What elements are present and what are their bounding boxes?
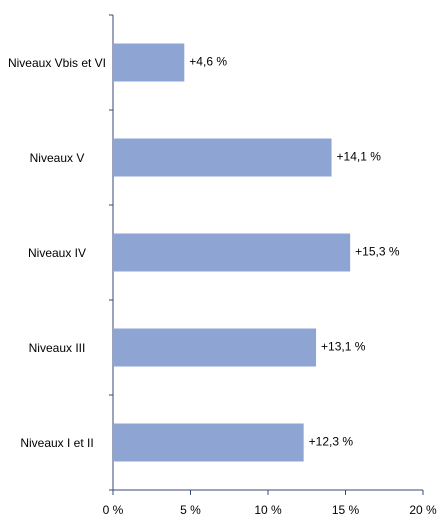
category-label: Niveaux IV bbox=[27, 245, 87, 260]
value-label: +13,1 % bbox=[321, 340, 366, 354]
bar bbox=[113, 43, 185, 82]
category-label: Niveaux I et II bbox=[20, 435, 94, 450]
value-label: +14,1 % bbox=[337, 150, 382, 164]
value-label: +12,3 % bbox=[309, 435, 354, 449]
category-label: Niveaux V bbox=[29, 150, 85, 165]
value-label: +15,3 % bbox=[355, 245, 400, 259]
value-label: +4,6 % bbox=[189, 55, 227, 69]
x-tick-label: 5 % bbox=[180, 503, 201, 517]
category-label: Niveaux Vbis et VI bbox=[7, 55, 107, 70]
x-tick-label: 20 % bbox=[409, 503, 437, 517]
bar bbox=[113, 233, 351, 272]
x-tick-label: 15 % bbox=[332, 503, 360, 517]
category-label: Niveaux III bbox=[28, 340, 86, 355]
x-tick-label: 0 % bbox=[103, 503, 124, 517]
bar bbox=[113, 138, 332, 177]
bar bbox=[113, 328, 317, 367]
bar bbox=[113, 423, 304, 462]
x-tick-label: 10 % bbox=[254, 503, 282, 517]
